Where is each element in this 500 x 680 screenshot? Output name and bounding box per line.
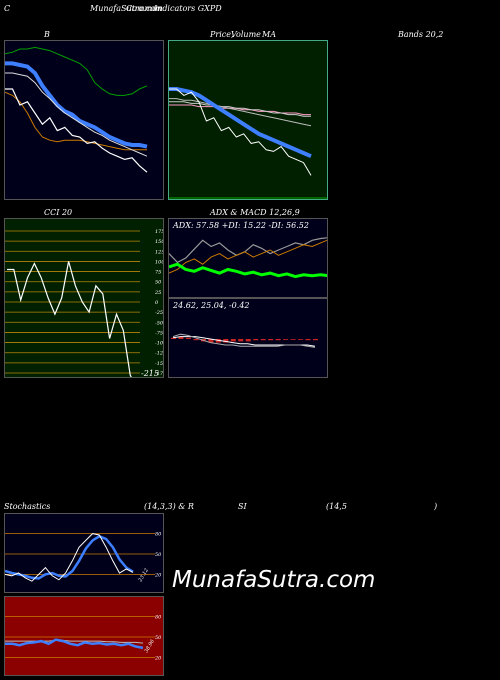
cci-tick-label: -50 — [155, 320, 164, 326]
macd-line — [172, 333, 316, 348]
moving-averages-chart — [169, 41, 327, 199]
macd-histogram-bar — [268, 339, 274, 341]
cci-tick-label: 0 — [155, 300, 159, 306]
label-adx-macd: ADX & MACD 12,26,9 — [210, 208, 300, 217]
cci-chart: 175 150 125 100 75 50 25 0 -25 -50 -75 -100 -125 -150… — [5, 219, 164, 377]
label-rsi-close: ) — [434, 502, 438, 511]
adx-chart — [169, 219, 327, 297]
macd-histogram-bar — [171, 337, 176, 339]
rsi-tick-label: 50 — [155, 635, 162, 641]
cci-tick-label: 100 — [155, 259, 164, 265]
cci-tick-label: -125 — [155, 351, 164, 357]
macd-histogram-bar — [260, 339, 266, 341]
cci-last-value: -215 — [141, 369, 159, 378]
panel-background — [169, 219, 327, 297]
cci-tick-label: 150 — [155, 239, 164, 245]
macd-histogram-bar — [313, 339, 318, 341]
rsi-tick-label: 80 — [155, 615, 162, 621]
panel-background — [5, 41, 163, 199]
label-stochastics: Stochastics — [4, 502, 51, 511]
macd-histogram-bar — [245, 339, 251, 342]
label-bands: Bands 20,2 — [398, 30, 444, 39]
cci-tick-label: 175 — [155, 229, 164, 235]
label-si: SI — [238, 502, 247, 511]
rsi-line — [5, 638, 144, 650]
label-stoch-params: (14,3,3) & R — [144, 502, 194, 511]
stoch-tick-label: 50 — [155, 552, 162, 558]
adx-panel: ADX: 57.58 +DI: 15.22 -DI: 56.52 — [168, 218, 328, 298]
rsi-tick-label: 20 — [154, 655, 162, 661]
panel-background — [5, 597, 163, 675]
cci-tick-label: -25 — [155, 310, 163, 316]
minus-di-line — [169, 239, 327, 274]
stochastics-panel: 80 50 20 23.12 — [4, 513, 164, 593]
bollinger-bands-panel — [4, 40, 164, 200]
ma-medium-line — [169, 98, 312, 127]
ma-short-line — [169, 87, 312, 159]
bb-upper-band-line — [5, 46, 148, 96]
macd-histogram-bar — [178, 336, 184, 339]
macd-panel: 24.62, 25.04, -0.42 — [168, 298, 328, 378]
c-label: C — [4, 4, 11, 13]
macd-histogram-bar — [238, 339, 244, 342]
stoch-d-line — [5, 534, 134, 580]
ma-long-line — [169, 104, 311, 116]
adx-line — [169, 237, 327, 264]
cci-tick-label: 125 — [155, 249, 164, 255]
label-cci: CCI 20 — [44, 208, 73, 217]
macd-histogram-bar — [208, 339, 214, 343]
label-b: B — [44, 30, 50, 39]
cci-tick-label: -100 — [155, 341, 164, 347]
macd-histogram-bar — [215, 339, 221, 343]
cci-panel: 175 150 125 100 75 50 25 0 -25 -50 -75 -100 -125 -150… — [4, 218, 164, 378]
stoch-k-line — [5, 533, 134, 582]
label-price: Price, — [210, 30, 234, 39]
macd-histogram-bar — [298, 339, 304, 340]
macd-histogram-bar — [305, 339, 311, 341]
stoch-tick-label: 80 — [155, 532, 162, 538]
panel-background — [169, 41, 327, 199]
site-name: MunafaSutra.com — [90, 4, 163, 13]
macd-histogram-bar — [253, 339, 259, 341]
macd-histogram-bar — [193, 339, 199, 341]
macd-histogram-bar — [290, 339, 296, 340]
cci-line — [7, 261, 132, 377]
macd-histogram-bar — [275, 339, 281, 341]
cci-tick-label: 25 — [154, 290, 161, 296]
macd-readout: 24.62, 25.04, -0.42 — [173, 301, 250, 310]
bb-middle-band-line — [5, 61, 148, 149]
macd-histogram-bar — [185, 337, 191, 339]
macd-chart — [169, 299, 327, 377]
label-ma: MA — [262, 30, 276, 39]
bb-price-line — [5, 88, 148, 173]
bb-lower-band-line — [5, 91, 147, 151]
label-rsi-params: (14,5 — [326, 502, 347, 511]
cci-tick-label: -150 — [155, 361, 164, 367]
panel-background — [5, 219, 163, 377]
panel-background — [169, 299, 327, 377]
ma-price-line — [169, 88, 312, 176]
cci-tick-label: -75 — [155, 330, 163, 336]
macd-histogram-bar — [223, 339, 229, 343]
cci-tick-label: 50 — [155, 280, 162, 286]
watermark: MunafaSutra.com — [172, 567, 376, 593]
moving-averages-panel — [168, 40, 328, 200]
rsi-average-line — [5, 639, 144, 644]
cci-tick-label: -175 — [155, 371, 164, 377]
adx-readout: ADX: 57.58 +DI: 15.22 -DI: 56.52 — [173, 221, 309, 230]
cci-tick-label: 75 — [155, 270, 161, 276]
macd-histogram-bar — [283, 339, 289, 340]
stoch-tick-label: 20 — [154, 572, 162, 578]
plus-di-line — [169, 262, 327, 279]
macd-histogram-bar — [230, 339, 236, 342]
bollinger-chart — [5, 41, 163, 199]
rsi-panel: 80 50 20 38.96 — [4, 596, 164, 676]
bb-average-line — [5, 72, 148, 157]
header-title: Indicators GXPD — [154, 4, 222, 13]
ma-mid-line — [169, 101, 311, 117]
header-overlay: Common — [126, 4, 163, 13]
label-volume: Volume — [231, 30, 261, 39]
